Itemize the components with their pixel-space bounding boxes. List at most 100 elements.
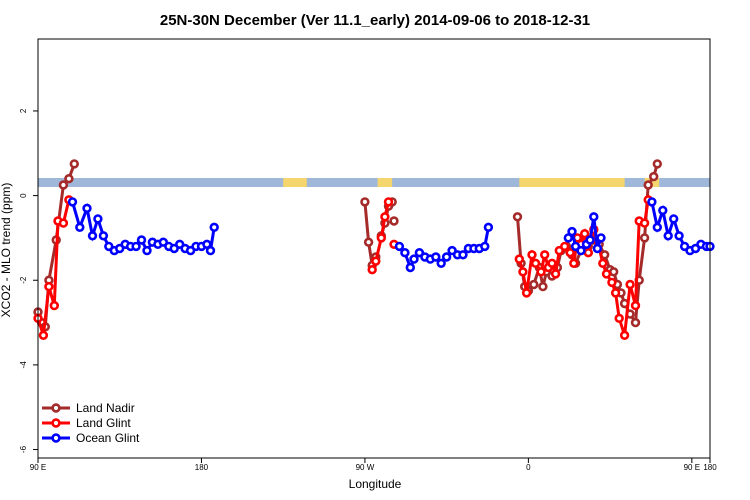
data-point <box>67 197 78 207</box>
data-point <box>436 258 446 268</box>
data-point <box>569 258 579 268</box>
x-axis-label: Longitude <box>349 477 402 491</box>
x-tick-label: 180 <box>195 463 209 472</box>
data-point <box>389 216 399 226</box>
data-point <box>596 233 606 243</box>
data-point <box>64 174 74 184</box>
data-point <box>49 300 59 311</box>
data-point <box>512 212 523 222</box>
data-point <box>565 248 575 258</box>
data-point <box>82 203 92 214</box>
data-point <box>383 197 394 207</box>
legend-label: Land Nadir <box>76 401 135 415</box>
data-point <box>538 281 548 292</box>
data-point <box>576 245 586 256</box>
legend-marker <box>51 403 61 413</box>
data-point <box>536 267 546 277</box>
chart-title: 25N-30N December (Ver 11.1_early) 2014-0… <box>160 12 590 29</box>
x-tick-label: 90 W <box>356 463 375 472</box>
data-point <box>75 222 85 233</box>
data-point <box>69 159 80 169</box>
data-point <box>98 231 109 241</box>
data-point <box>394 241 405 252</box>
data-point <box>131 241 141 252</box>
data-point <box>625 279 635 290</box>
data-point <box>585 235 595 245</box>
data-point <box>639 233 650 243</box>
data-point <box>583 248 593 258</box>
data-point <box>480 241 490 252</box>
data-point <box>93 214 103 224</box>
data-point <box>360 197 370 207</box>
data-point <box>136 235 147 245</box>
data-point <box>527 250 537 260</box>
data-point <box>608 267 619 277</box>
data-point <box>405 262 415 273</box>
y-tick-label: -2 <box>19 276 28 284</box>
data-point <box>367 265 377 275</box>
data-point <box>409 254 419 264</box>
data-point <box>668 214 679 224</box>
data-point <box>607 277 617 288</box>
land-band-segment <box>283 178 307 187</box>
data-point <box>441 252 452 262</box>
y-axis-label: XCO2 - MLO trend (ppm) <box>0 183 13 318</box>
data-point <box>205 245 216 256</box>
legend-item: Ocean Glint <box>42 431 140 445</box>
data-point <box>658 205 668 216</box>
data-point <box>567 226 577 237</box>
legend-item: Land Nadir <box>42 401 135 415</box>
y-tick-label: 0 <box>19 193 28 198</box>
data-point <box>547 258 557 268</box>
data-point <box>363 237 374 247</box>
data-point <box>539 250 550 260</box>
ocean-band <box>38 178 710 187</box>
data-point <box>458 250 468 260</box>
data-point <box>483 222 494 233</box>
data-point <box>674 231 684 241</box>
data-point <box>142 245 152 256</box>
y-axis: -6 -4 -2 0 2 <box>19 108 38 453</box>
data-point <box>521 288 532 298</box>
series-layer <box>33 159 715 340</box>
data-point <box>589 212 599 222</box>
land-ocean-band <box>38 178 710 187</box>
data-point <box>639 218 650 228</box>
data-point <box>647 197 657 207</box>
data-point <box>550 269 561 279</box>
data-point <box>579 229 590 239</box>
legend-label: Land Glint <box>76 416 131 430</box>
data-point <box>38 330 49 340</box>
data-point <box>630 300 641 311</box>
y-tick-label: 2 <box>19 108 28 113</box>
data-point <box>610 288 621 298</box>
x-tick-label: 0 <box>526 463 531 472</box>
data-point <box>58 218 69 228</box>
x-tick-label: 180 <box>703 463 717 472</box>
plot-frame <box>37 38 711 459</box>
data-point <box>44 281 54 292</box>
data-point <box>592 243 603 254</box>
legend-marker <box>51 433 61 443</box>
data-point <box>380 212 390 222</box>
data-point <box>614 313 624 323</box>
data-point <box>87 231 98 241</box>
x-tick-label: 90 E <box>684 463 700 472</box>
data-point <box>643 180 653 190</box>
land-band-segment <box>519 178 625 187</box>
data-point <box>563 233 573 243</box>
x-axis: 90 E 180 90 W 0 90 E 180 <box>30 458 717 472</box>
data-point <box>652 159 662 169</box>
data-point <box>518 267 528 277</box>
data-point <box>58 180 69 190</box>
data-point <box>652 222 662 233</box>
data-point <box>209 222 219 233</box>
data-point <box>663 231 673 241</box>
series-ocean-glint <box>67 197 715 273</box>
legend-label: Ocean Glint <box>76 431 140 445</box>
data-point <box>400 248 410 258</box>
data-point <box>559 241 570 252</box>
